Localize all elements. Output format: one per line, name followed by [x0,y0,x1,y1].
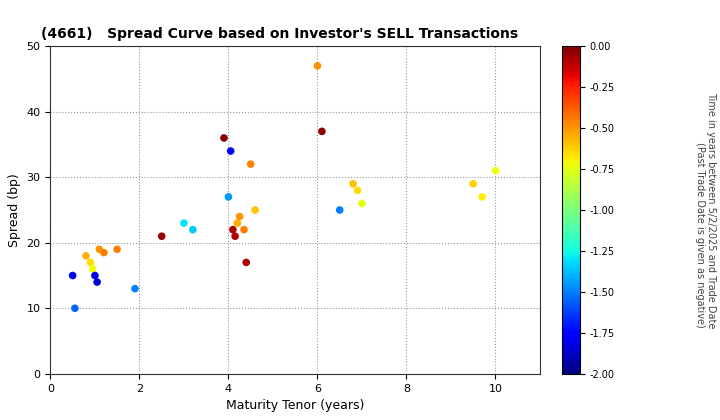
Point [227,226,238,233]
Point [69,305,81,312]
Point [230,233,241,239]
Point [249,207,261,213]
Point [312,63,323,69]
Point [334,207,346,213]
Point [80,252,91,259]
Text: Time in years between 5/2/2025 and Trade Date
(Past Trade Date is given as negat: Time in years between 5/2/2025 and Trade… [695,92,716,328]
Point [240,259,252,266]
Point [316,128,328,135]
Point [91,279,103,286]
Point [477,194,488,200]
Point [234,213,246,220]
Point [129,285,140,292]
Point [67,272,78,279]
Point [356,200,368,207]
Point [222,194,234,200]
Point [156,233,168,239]
Point [467,181,479,187]
Point [232,220,243,226]
Point [225,148,236,155]
Y-axis label: Spread (bp): Spread (bp) [8,173,21,247]
X-axis label: Maturity Tenor (years): Maturity Tenor (years) [226,399,364,412]
Point [490,167,501,174]
Point [352,187,364,194]
Point [187,226,199,233]
Point [347,181,359,187]
Point [238,226,250,233]
Point [218,134,230,141]
Point [87,265,99,272]
Point [85,259,96,266]
Point [245,161,256,168]
Point [178,220,189,226]
Point [94,246,105,253]
Text: (4661)   Spread Curve based on Investor's SELL Transactions: (4661) Spread Curve based on Investor's … [40,27,518,41]
Point [112,246,123,253]
Point [98,249,109,256]
Point [89,272,101,279]
